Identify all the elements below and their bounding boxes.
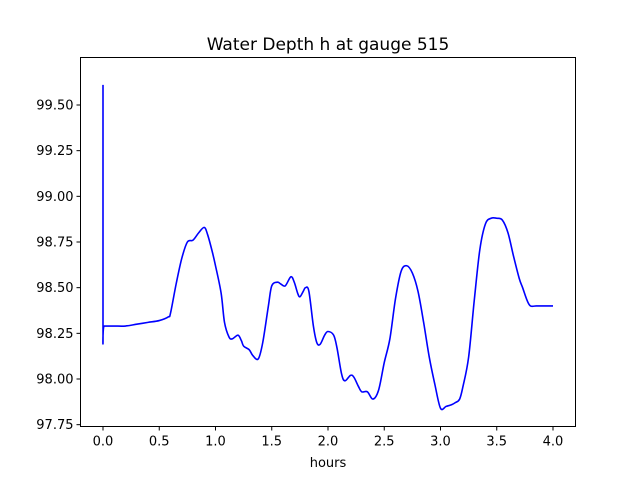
y-tick-label: 98.00 [36, 373, 73, 388]
series-line [102, 84, 553, 411]
y-tick-label: 99.00 [36, 190, 73, 205]
plot-frame [80, 57, 576, 427]
y-axis: 97.75 98.00 98.25 98.50 98.75 99.00 99.25 99.50 [36, 98, 81, 433]
y-tick-label: 98.50 [36, 281, 73, 296]
y-tick-label: 98.25 [36, 327, 73, 342]
x-tick-label: 0.5 [149, 435, 170, 450]
y-tick-label: 98.75 [36, 236, 73, 251]
x-axis-label: hours [310, 456, 347, 471]
x-tick-label: 3.0 [430, 435, 451, 450]
x-tick-label: 4.0 [543, 435, 564, 450]
x-tick-label: 2.0 [318, 435, 339, 450]
x-axis: 0.0 0.5 1.0 1.5 2.0 2.5 3.0 3.5 4.0 [93, 426, 564, 450]
x-tick-label: 3.5 [486, 435, 507, 450]
x-tick-label: 2.5 [374, 435, 395, 450]
x-tick-label: 1.0 [205, 435, 226, 450]
plot-area [102, 84, 553, 411]
y-tick-label: 99.50 [36, 98, 73, 113]
y-tick-label: 99.25 [36, 144, 73, 159]
y-tick-label: 97.75 [36, 418, 73, 433]
x-tick-label: 0.0 [93, 435, 114, 450]
chart-title: Water Depth h at gauge 515 [207, 35, 450, 55]
x-tick-label: 1.5 [261, 435, 282, 450]
